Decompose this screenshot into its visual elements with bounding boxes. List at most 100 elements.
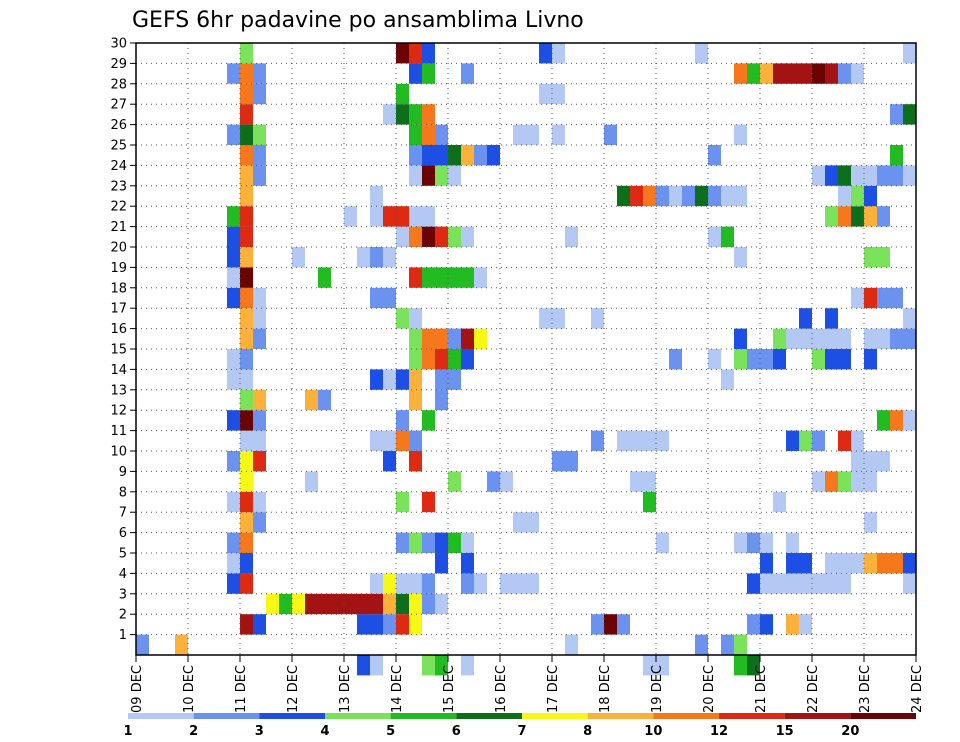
heatmap-cell	[747, 655, 760, 676]
heatmap-cell	[617, 185, 630, 207]
heatmap-cell	[448, 145, 461, 166]
heatmap-cell	[240, 287, 253, 309]
x-tick-label: 17 DEC	[546, 665, 561, 713]
heatmap-cell	[409, 532, 422, 553]
heatmap-cell	[409, 226, 422, 247]
heatmap-cell	[227, 349, 240, 370]
heatmap-cell	[318, 267, 331, 288]
heatmap-cell	[448, 471, 461, 492]
heatmap-cell	[422, 491, 435, 513]
y-tick-label: 14	[110, 363, 127, 378]
heatmap-cell	[422, 349, 435, 370]
y-tick-label: 15	[110, 343, 127, 358]
heatmap-cell	[422, 124, 435, 145]
x-tick-label: 19 DEC	[650, 665, 665, 713]
heatmap-cell	[734, 532, 747, 553]
heatmap-cell	[734, 634, 747, 655]
heatmap-cell	[890, 287, 903, 309]
heatmap-cell	[773, 328, 786, 349]
heatmap-cell	[435, 145, 448, 166]
x-tick-label: 21 DEC	[754, 665, 769, 713]
heatmap-cell	[396, 369, 409, 390]
y-tick-label: 11	[110, 424, 127, 439]
y-tick-label: 19	[110, 261, 127, 276]
heatmap-cell	[253, 63, 266, 84]
heatmap-cell	[370, 247, 383, 268]
colorbar-label: 4	[320, 724, 329, 739]
heatmap-cell	[617, 614, 630, 635]
heatmap-cell	[695, 43, 708, 64]
heatmap-cell	[227, 206, 240, 227]
heatmap-cell	[851, 430, 864, 451]
heatmap-cell	[812, 471, 825, 492]
heatmap-cell	[825, 206, 838, 227]
y-tick-label: 6	[119, 526, 127, 541]
heatmap-cell	[279, 593, 292, 615]
heatmap-cell	[656, 532, 669, 553]
heatmap-cell	[474, 145, 487, 166]
heatmap-cell	[851, 471, 864, 492]
heatmap-cell	[227, 451, 240, 472]
y-tick-label: 17	[110, 302, 127, 317]
heatmap-cell	[760, 614, 773, 635]
y-tick-label: 10	[110, 445, 127, 460]
heatmap-cell	[396, 308, 409, 329]
heatmap-cell	[357, 614, 370, 635]
heatmap-cell	[851, 206, 864, 227]
y-tick-label: 30	[110, 37, 127, 52]
heatmap-cell	[773, 491, 786, 513]
heatmap-cell	[422, 593, 435, 615]
y-tick-label: 9	[119, 465, 127, 480]
heatmap-cell	[383, 614, 396, 635]
colorbar-swatch	[784, 713, 851, 719]
heatmap-cell	[435, 226, 448, 247]
heatmap-cell	[409, 267, 422, 288]
heatmap-cell	[435, 328, 448, 349]
heatmap-cell	[383, 247, 396, 268]
heatmap-cell	[409, 430, 422, 451]
heatmap-cell	[864, 512, 877, 533]
heatmap-cell	[487, 471, 500, 492]
heatmap-cell	[539, 43, 552, 64]
heatmap-cell	[383, 430, 396, 451]
heatmap-cell	[695, 634, 708, 655]
heatmap-cell	[838, 553, 851, 574]
heatmap-cell	[461, 655, 474, 676]
heatmap-cell	[539, 83, 552, 105]
heatmap-cell	[240, 63, 253, 84]
heatmap-cell	[812, 349, 825, 370]
y-tick-label: 20	[110, 241, 127, 256]
heatmap-cell	[591, 614, 604, 635]
heatmap-cell	[877, 410, 890, 431]
colorbar-label: 6	[452, 724, 461, 739]
heatmap-cell	[305, 471, 318, 492]
heatmap-cell	[565, 226, 578, 247]
heatmap-cell	[877, 247, 890, 268]
heatmap-cell	[396, 83, 409, 105]
heatmap-cell	[799, 63, 812, 84]
y-tick-label: 27	[110, 98, 127, 113]
heatmap-cell	[760, 553, 773, 574]
colorbar-label: 1	[123, 724, 132, 739]
x-tick-label: 16 DEC	[494, 665, 509, 713]
heatmap-cell	[708, 145, 721, 166]
colorbar-swatch	[193, 713, 260, 719]
heatmap-cell	[253, 410, 266, 431]
x-tick-label: 13 DEC	[338, 665, 353, 713]
heatmap-cell	[344, 206, 357, 227]
colorbar-swatch	[259, 713, 325, 719]
heatmap-cell	[825, 63, 838, 84]
heatmap-cell	[513, 573, 526, 594]
heatmap-cell	[773, 349, 786, 370]
heatmap-cell	[240, 124, 253, 145]
heatmap-cell	[461, 553, 474, 574]
heatmap-cell	[734, 185, 747, 207]
heatmap-cell	[292, 247, 305, 268]
heatmap-cell	[591, 308, 604, 329]
colorbar-swatch	[587, 713, 654, 719]
heatmap-cell	[552, 83, 565, 105]
heatmap-cell	[266, 593, 279, 615]
heatmap-cell	[370, 655, 383, 676]
heatmap-cell	[396, 491, 409, 513]
heatmap-cell	[318, 593, 331, 615]
